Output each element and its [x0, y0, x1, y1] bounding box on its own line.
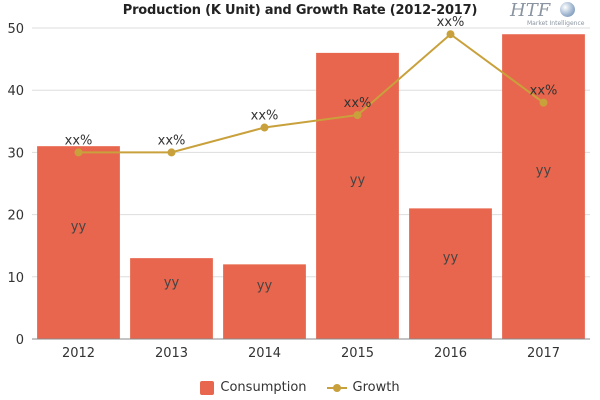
bar-data-label: yy — [164, 276, 180, 291]
point-growth-2017 — [539, 98, 548, 107]
x-tick-label: 2017 — [527, 346, 560, 361]
globe-icon — [560, 2, 575, 17]
bar-consumption-2014 — [223, 264, 306, 339]
logo-subtext: Market Intelligence — [527, 20, 585, 27]
line-data-label: xx% — [344, 96, 372, 111]
bar-data-label: yy — [443, 251, 459, 266]
bar-data-label: yy — [257, 279, 273, 294]
x-tick-label: 2016 — [434, 346, 467, 361]
logo-text: HTF — [510, 0, 551, 21]
y-tick-label: 20 — [7, 209, 24, 224]
line-data-label: xx% — [158, 133, 186, 148]
y-tick-label: 30 — [7, 146, 24, 161]
bar-consumption-2016 — [409, 208, 492, 339]
legend-item-consumption[interactable]: Consumption — [200, 380, 307, 395]
point-growth-2016 — [446, 30, 455, 39]
legend-swatch-consumption — [200, 380, 215, 395]
point-growth-2014 — [260, 123, 269, 132]
legend-swatch-growth — [326, 381, 347, 395]
chart-title: Production (K Unit) and Growth Rate (201… — [122, 3, 478, 18]
legend: Consumption Growth — [0, 380, 600, 395]
point-growth-2013 — [167, 148, 176, 157]
x-tick-label: 2015 — [341, 346, 374, 361]
legend-label-consumption: Consumption — [220, 380, 307, 395]
bar-data-label: yy — [536, 164, 552, 179]
y-tick-label: 0 — [16, 333, 24, 348]
y-tick-label: 40 — [7, 84, 24, 99]
bar-consumption-2012 — [37, 146, 120, 339]
line-data-label: xx% — [530, 84, 558, 99]
bar-data-label: yy — [71, 220, 87, 235]
x-tick-label: 2013 — [155, 346, 188, 361]
y-tick-label: 50 — [7, 22, 24, 37]
line-data-label: xx% — [65, 133, 93, 148]
point-growth-2015 — [353, 111, 362, 120]
y-tick-label: 10 — [7, 271, 24, 286]
brand-logo: HTF Market Intelligence — [510, 0, 590, 30]
line-data-label: xx% — [251, 109, 279, 124]
legend-label-growth: Growth — [352, 380, 400, 395]
bar-consumption-2017 — [502, 34, 585, 339]
x-tick-label: 2012 — [62, 346, 95, 361]
bar-data-label: yy — [350, 173, 366, 188]
point-growth-2012 — [74, 148, 83, 157]
bar-consumption-2015 — [316, 52, 399, 339]
line-data-label: xx% — [437, 15, 465, 30]
bar-consumption-2013 — [130, 258, 213, 339]
series-line-growth — [78, 32, 545, 154]
legend-item-growth[interactable]: Growth — [326, 380, 400, 395]
x-tick-label: 2014 — [248, 346, 281, 361]
